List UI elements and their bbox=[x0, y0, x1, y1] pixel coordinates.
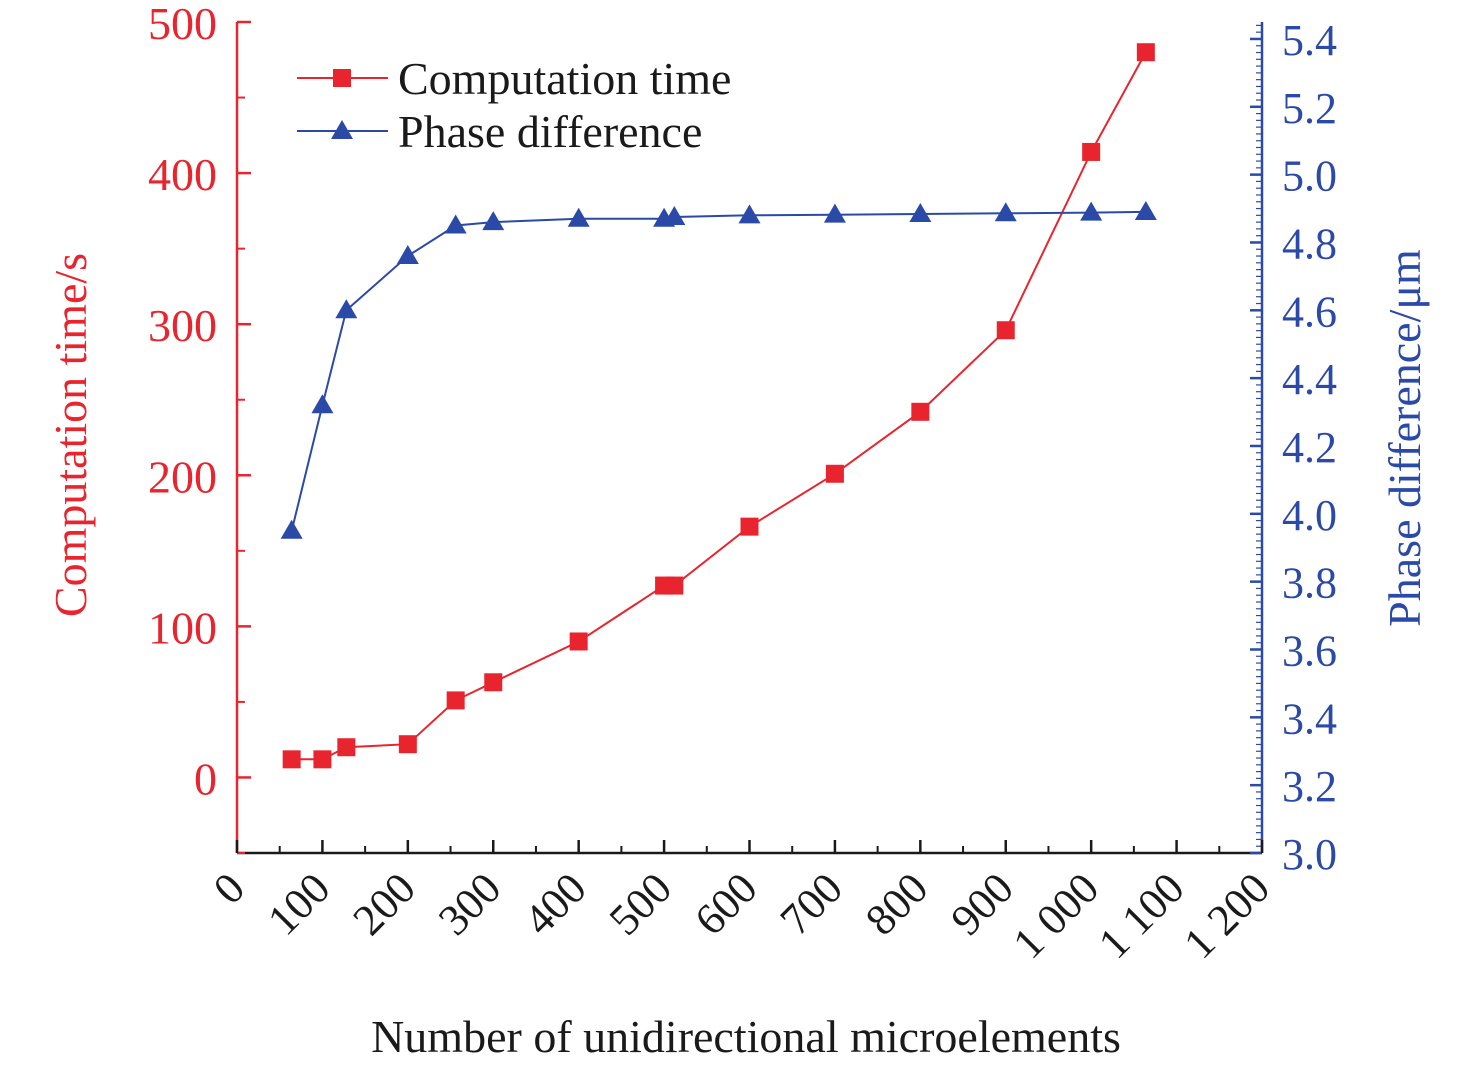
data-point bbox=[569, 632, 588, 651]
right-tick-label: 4.0 bbox=[1282, 491, 1337, 540]
data-point bbox=[444, 214, 467, 234]
x-axis-title: Number of unidirectional microelements bbox=[371, 1011, 1121, 1062]
series-layer bbox=[280, 43, 1157, 769]
data-point bbox=[280, 519, 303, 539]
data-point bbox=[567, 207, 590, 227]
x-tick-label: 0 bbox=[204, 863, 254, 913]
data-point bbox=[1134, 200, 1157, 220]
x-tick-label: 500 bbox=[600, 863, 681, 944]
data-point bbox=[665, 576, 684, 595]
left-tick-label: 400 bbox=[148, 149, 217, 200]
data-point bbox=[337, 738, 356, 757]
left-tick-label: 500 bbox=[148, 0, 217, 49]
right-tick-label: 3.6 bbox=[1282, 626, 1337, 675]
legend-item: Phase difference bbox=[297, 106, 702, 157]
data-point bbox=[335, 299, 358, 319]
data-point bbox=[313, 750, 332, 769]
x-tick-label: 200 bbox=[344, 863, 425, 944]
x-tick-label: 300 bbox=[429, 863, 510, 944]
data-point bbox=[740, 517, 759, 536]
left-tick-label: 300 bbox=[148, 300, 217, 351]
left-y-axis-title: Computation time/s bbox=[45, 253, 96, 617]
right-tick-label: 3.2 bbox=[1282, 762, 1337, 811]
left-tick-label: 0 bbox=[194, 753, 217, 804]
data-point bbox=[1080, 201, 1103, 221]
legend-label: Computation time bbox=[398, 53, 731, 104]
data-point bbox=[282, 750, 301, 769]
data-point bbox=[1082, 142, 1101, 161]
right-tick-label: 3.4 bbox=[1282, 694, 1337, 743]
data-point bbox=[484, 673, 503, 692]
x-tick-label: 600 bbox=[685, 863, 766, 944]
data-point bbox=[482, 211, 505, 231]
data-point bbox=[909, 202, 932, 222]
left-tick-label: 200 bbox=[148, 451, 217, 502]
data-point bbox=[663, 206, 686, 226]
data-point bbox=[911, 402, 930, 421]
right-tick-label: 4.2 bbox=[1282, 423, 1337, 472]
x-tick-label: 800 bbox=[856, 863, 937, 944]
right-tick-label: 5.4 bbox=[1282, 16, 1337, 65]
right-y-axis-title: Phase difference/μm bbox=[1379, 249, 1430, 627]
data-point bbox=[398, 735, 417, 754]
x-tick-label: 100 bbox=[258, 863, 339, 944]
x-tick-label: 700 bbox=[771, 863, 852, 944]
data-point bbox=[825, 464, 844, 483]
x-tick-label: 1 000 bbox=[1004, 863, 1109, 968]
data-point bbox=[996, 321, 1015, 340]
right-y-axis: 3.0 3.2 3.4 3.6 3.8 4.0 4.2 4.4 4.6 4.8 5.0 5.2 5.4 bbox=[1250, 16, 1337, 879]
legend-marker bbox=[331, 120, 353, 139]
left-tick-label: 100 bbox=[148, 602, 217, 653]
series-computation-time bbox=[282, 43, 1155, 769]
right-tick-label: 5.2 bbox=[1282, 84, 1337, 133]
x-tick-label: 1 200 bbox=[1174, 863, 1279, 968]
right-tick-label: 3.0 bbox=[1282, 830, 1337, 879]
series-line bbox=[290, 210, 1146, 532]
data-point bbox=[446, 691, 465, 710]
right-tick-label: 3.8 bbox=[1282, 559, 1337, 608]
plot-frame bbox=[235, 22, 1264, 855]
series-line bbox=[291, 51, 1147, 761]
right-tick-label: 4.4 bbox=[1282, 355, 1337, 404]
right-tick-label: 5.0 bbox=[1282, 152, 1337, 201]
data-point bbox=[1136, 43, 1155, 62]
legend-label: Phase difference bbox=[398, 106, 702, 157]
left-y-axis: 0 100 200 300 400 500 bbox=[148, 0, 251, 854]
data-point bbox=[396, 245, 419, 265]
series-phase-difference bbox=[280, 200, 1157, 539]
data-point bbox=[823, 203, 846, 223]
right-tick-label: 4.6 bbox=[1282, 287, 1337, 336]
legend-marker bbox=[333, 69, 351, 87]
data-point bbox=[994, 202, 1017, 222]
x-tick-label: 400 bbox=[514, 863, 595, 944]
data-point bbox=[738, 204, 761, 224]
x-tick-label: 1 100 bbox=[1089, 863, 1194, 968]
data-point bbox=[311, 394, 334, 414]
right-tick-label: 4.8 bbox=[1282, 219, 1337, 268]
legend-item: Computation time bbox=[297, 53, 731, 104]
